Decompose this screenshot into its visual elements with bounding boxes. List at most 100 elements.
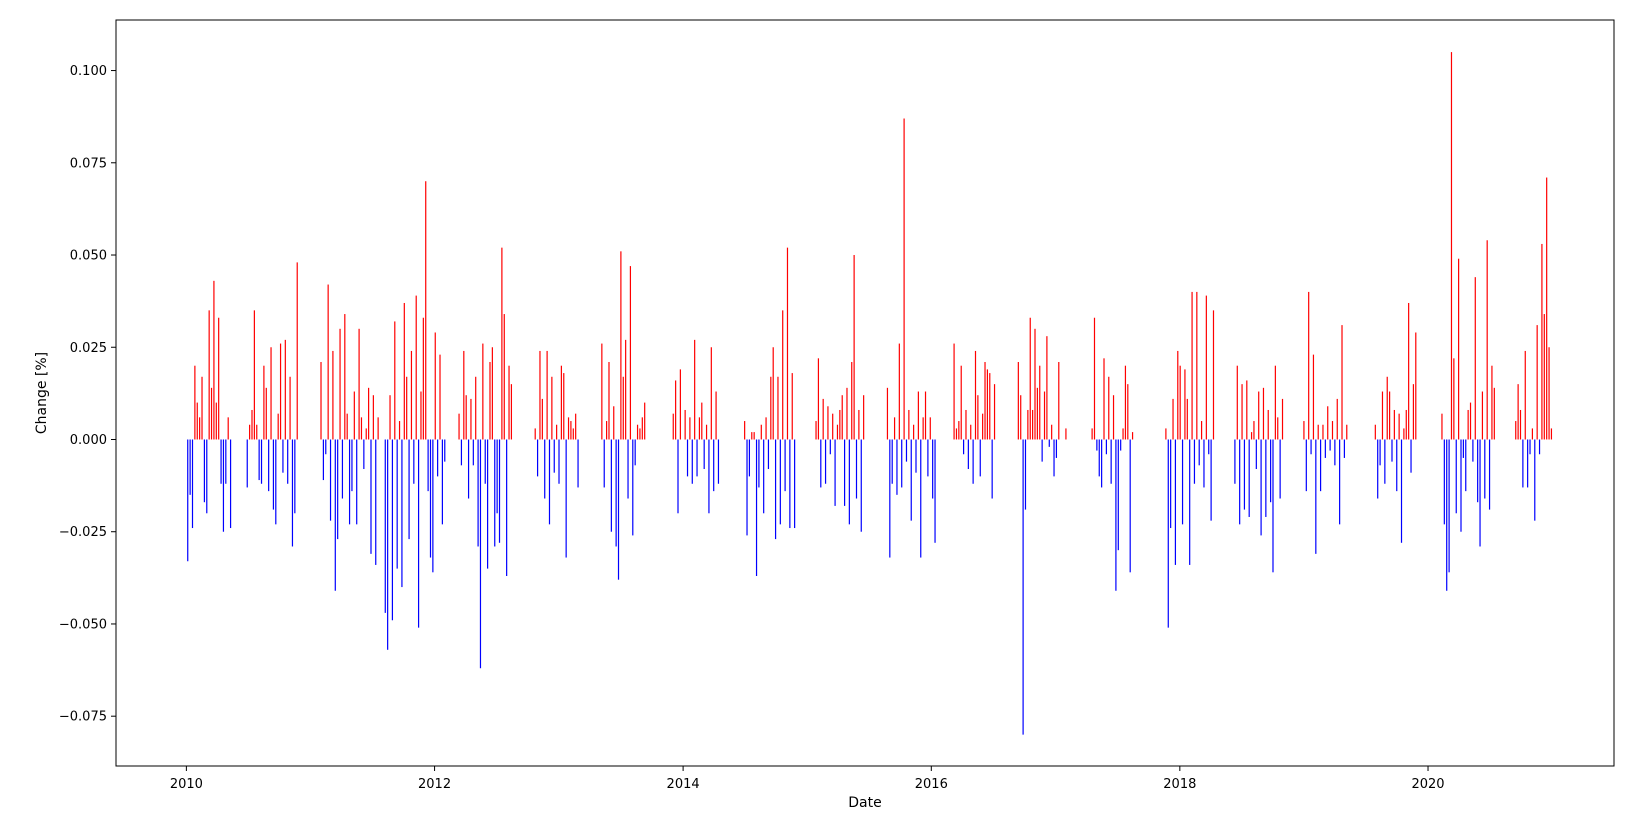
- bar-99: [475, 376, 477, 440]
- bar-270: [1055, 439, 1058, 458]
- bar-390: [1488, 439, 1491, 510]
- bar-103: [484, 439, 486, 484]
- bar-339: [1317, 424, 1319, 440]
- bar-125: [558, 439, 560, 484]
- bar-315: [1241, 384, 1243, 440]
- bar-283: [1115, 439, 1117, 591]
- bar-286: [1122, 428, 1124, 440]
- bar-33: [279, 343, 282, 440]
- bar-254: [1017, 362, 1019, 440]
- bar-129: [567, 417, 570, 440]
- bar-162: [696, 439, 698, 477]
- bar-121: [548, 439, 551, 525]
- bar-73: [401, 439, 403, 588]
- bar-360: [1393, 409, 1395, 440]
- bar-356: [1384, 439, 1386, 484]
- bar-288: [1127, 384, 1129, 440]
- bar-157: [684, 409, 686, 440]
- bar-403: [1538, 439, 1541, 455]
- bar-330: [1277, 417, 1279, 440]
- bar-15: [222, 439, 225, 532]
- bar-174: [748, 439, 750, 477]
- bar-253: [993, 384, 996, 440]
- bar-137: [608, 362, 610, 440]
- bar-345: [1331, 421, 1334, 440]
- bar-321: [1255, 439, 1257, 470]
- bar-166: [705, 424, 708, 440]
- bar-257: [1024, 439, 1027, 510]
- bar-165: [703, 439, 705, 470]
- bar-361: [1396, 439, 1398, 492]
- bar-182: [767, 439, 770, 470]
- bar-16: [225, 439, 227, 484]
- bar-241: [965, 409, 967, 440]
- bar-235: [934, 439, 936, 543]
- bar-127: [563, 373, 565, 440]
- bar-38: [291, 439, 294, 547]
- bar-143: [622, 376, 624, 440]
- bar-306: [1200, 421, 1203, 440]
- bar-135: [603, 439, 605, 488]
- x-tick-label-0: 2010: [170, 777, 203, 792]
- bar-251: [989, 373, 991, 440]
- bar-264: [1041, 439, 1043, 462]
- bar-2: [191, 439, 194, 529]
- bar-346: [1334, 439, 1336, 466]
- bar-148: [634, 439, 636, 466]
- bar-219: [896, 439, 898, 495]
- bar-329: [1274, 365, 1276, 440]
- bar-239: [960, 365, 962, 440]
- bar-222: [903, 118, 905, 440]
- bar-175: [751, 432, 753, 440]
- bar-47: [334, 439, 336, 591]
- bar-66: [384, 439, 386, 613]
- bar-291: [1165, 428, 1167, 440]
- bar-344: [1329, 439, 1331, 451]
- bar-131: [572, 428, 574, 440]
- bar-385: [1477, 439, 1479, 503]
- bar-28: [268, 439, 270, 492]
- bar-355: [1381, 391, 1384, 440]
- bar-168: [710, 347, 712, 440]
- bar-261: [1034, 328, 1036, 440]
- bar-90: [441, 439, 443, 525]
- bar-357: [1386, 376, 1388, 440]
- bar-74: [403, 302, 405, 440]
- bar-383: [1472, 439, 1474, 462]
- x-axis-label: Date: [848, 795, 881, 811]
- bar-67: [387, 439, 389, 650]
- bar-91: [444, 439, 446, 462]
- bar-132: [575, 413, 577, 440]
- bar-42: [322, 439, 324, 481]
- bar-84: [427, 439, 429, 492]
- bar-48: [337, 439, 339, 540]
- bar-230: [922, 417, 924, 440]
- bar-77: [410, 350, 413, 440]
- bar-367: [1410, 439, 1412, 473]
- bar-12: [215, 402, 217, 440]
- bar-167: [708, 439, 710, 514]
- bar-82: [422, 317, 424, 440]
- bar-193: [794, 439, 796, 529]
- bar-21: [251, 409, 253, 440]
- bar-52: [346, 413, 348, 440]
- bar-263: [1039, 365, 1041, 440]
- bar-61: [368, 387, 370, 440]
- bar-56: [356, 439, 358, 525]
- bar-126: [560, 365, 562, 440]
- bar-298: [1181, 439, 1184, 525]
- bar-34: [282, 439, 284, 473]
- bar-250: [986, 369, 988, 440]
- bar-326: [1267, 409, 1269, 440]
- bar-50: [341, 439, 344, 499]
- bar-307: [1203, 439, 1205, 488]
- bar-341: [1322, 424, 1324, 440]
- bar-204: [839, 409, 841, 440]
- bar-226: [913, 424, 915, 440]
- bar-100: [477, 439, 479, 547]
- bar-57: [358, 328, 360, 440]
- bar-141: [617, 439, 620, 580]
- bar-395: [1519, 409, 1522, 440]
- bar-203: [836, 424, 839, 440]
- bar-238: [958, 421, 960, 440]
